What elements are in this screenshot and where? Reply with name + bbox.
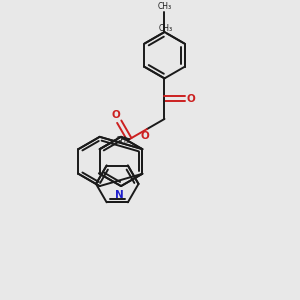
Text: O: O [141,131,149,141]
Text: N: N [115,190,124,200]
Text: CH₃: CH₃ [159,23,173,32]
Text: CH₃: CH₃ [158,2,172,11]
Text: O: O [187,94,196,104]
Text: CH₃: CH₃ [116,136,130,145]
Text: O: O [112,110,121,120]
